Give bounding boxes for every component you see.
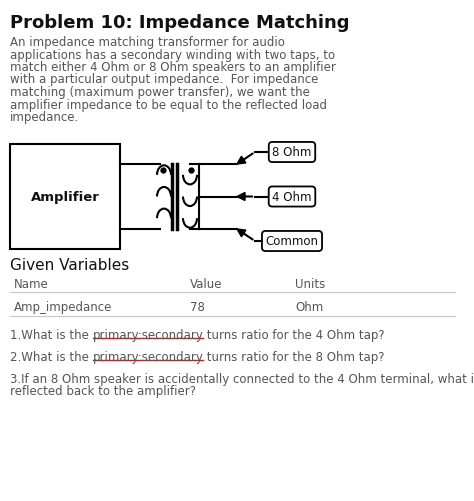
Text: reflected back to the amplifier?: reflected back to the amplifier? [10, 384, 196, 397]
Text: Problem 10: Impedance Matching: Problem 10: Impedance Matching [10, 14, 349, 32]
Text: Units: Units [295, 278, 325, 291]
Text: Given Variables: Given Variables [10, 258, 129, 273]
Text: with a particular output impedance.  For impedance: with a particular output impedance. For … [10, 73, 319, 86]
Polygon shape [237, 229, 246, 237]
Text: 4 Ohm: 4 Ohm [272, 190, 312, 203]
Text: 2.What is the: 2.What is the [10, 350, 92, 363]
Text: amplifier impedance to be equal to the reflected load: amplifier impedance to be equal to the r… [10, 98, 327, 111]
Text: 8 Ohm: 8 Ohm [272, 146, 312, 159]
Text: An impedance matching transformer for audio: An impedance matching transformer for au… [10, 36, 285, 49]
Text: Amp_impedance: Amp_impedance [14, 301, 112, 313]
Text: primary:secondary: primary:secondary [92, 350, 203, 363]
Text: Ohm: Ohm [295, 301, 323, 313]
Text: 78: 78 [190, 301, 205, 313]
Text: turns ratio for the 4 Ohm tap?: turns ratio for the 4 Ohm tap? [203, 328, 385, 341]
Text: 1.What is the: 1.What is the [10, 328, 92, 341]
Text: applications has a secondary winding with two taps, to: applications has a secondary winding wit… [10, 49, 335, 62]
Text: 3.If an 8 Ohm speaker is accidentally connected to the 4 Ohm terminal, what impe: 3.If an 8 Ohm speaker is accidentally co… [10, 372, 474, 385]
Text: Amplifier: Amplifier [30, 190, 100, 203]
Polygon shape [237, 193, 245, 201]
Polygon shape [237, 157, 246, 165]
Text: Name: Name [14, 278, 49, 291]
Text: impedance.: impedance. [10, 111, 79, 124]
Text: matching (maximum power transfer), we want the: matching (maximum power transfer), we wa… [10, 86, 310, 99]
Text: match either 4 Ohm or 8 Ohm speakers to an amplifier: match either 4 Ohm or 8 Ohm speakers to … [10, 61, 336, 74]
Text: Common: Common [265, 235, 319, 248]
Text: Value: Value [190, 278, 222, 291]
Text: primary:secondary: primary:secondary [92, 328, 203, 341]
Bar [10, 145, 120, 249]
Text: turns ratio for the 8 Ohm tap?: turns ratio for the 8 Ohm tap? [203, 350, 385, 363]
